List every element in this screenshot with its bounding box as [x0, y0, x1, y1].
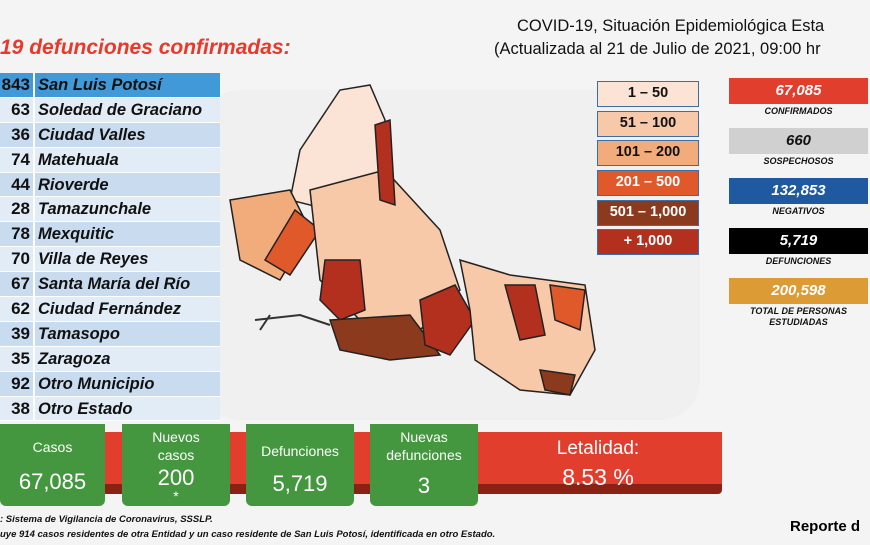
stat-negativos: 132,853 NEGATIVOS — [729, 178, 868, 228]
municipality-name: Santa María del Río — [33, 272, 220, 297]
footnote-note: uye 914 casos residentes de otra Entidad… — [0, 529, 496, 540]
card-deaths-title: Defunciones — [261, 443, 339, 459]
table-row: 92 Otro Municipio — [0, 371, 220, 397]
stat-value: 5,719 — [729, 228, 868, 254]
lethality-title: Letalidad: — [556, 438, 640, 459]
table-row: 78 Mexquitic — [0, 222, 220, 248]
lethality-value: 8.53 % — [562, 464, 634, 490]
death-count: 78 — [0, 222, 33, 247]
table-row: 38 Otro Estado — [0, 396, 220, 422]
report-label: Reporte d — [790, 518, 861, 535]
table-row: 63 Soledad de Graciano — [0, 97, 220, 123]
map-region-matehuala — [374, 118, 396, 207]
card-new-cases-note: * — [173, 488, 179, 504]
stats-panel: 67,085 CONFIRMADOS 660 SOSPECHOSOS 132,853 NE… — [729, 78, 868, 338]
death-count: 39 — [0, 321, 33, 346]
death-count: 28 — [0, 197, 33, 222]
table-row: 843 San Luis Potosí — [0, 73, 220, 98]
legend-item: 1 – 50 — [597, 81, 699, 107]
card-cases-value: 67,085 — [18, 469, 87, 494]
map-legend: 1 – 50 51 – 100 101 – 200 201 – 500 501 – 1,… — [597, 81, 699, 259]
stat-label: DEFUNCIONES — [765, 256, 832, 266]
card-cases-title: Casos — [32, 439, 73, 455]
stat-label: CONFIRMADOS — [764, 106, 833, 116]
stat-defunciones: 5,719 DEFUNCIONES — [729, 228, 868, 278]
table-row: 28 Tamazunchale — [0, 197, 220, 223]
legend-item: 201 – 500 — [597, 170, 699, 197]
death-count: 36 — [0, 122, 33, 147]
card-cases: Casos 67,085 — [0, 424, 105, 506]
card-deaths: Defunciones 5,719 — [246, 424, 354, 506]
municipality-name: Zaragoza — [33, 346, 220, 371]
map-branch — [254, 313, 331, 331]
death-count: 92 — [0, 371, 33, 396]
card-new-cases-value: 200 — [157, 465, 195, 490]
municipality-name: Rioverde — [33, 172, 220, 197]
card-new-deaths-title: Nuevas defunciones — [386, 429, 462, 463]
map-region-rioverde — [419, 284, 476, 356]
legend-item: + 1,000 — [597, 229, 699, 256]
death-count: 70 — [0, 247, 33, 272]
municipality-name: Ciudad Valles — [33, 122, 220, 147]
table-row: 67 Santa María del Río — [0, 272, 220, 298]
card-new-cases-title: Nuevos casos — [152, 429, 200, 463]
map-region-east — [549, 284, 586, 332]
death-count: 38 — [0, 396, 33, 421]
municipality-name: Villa de Reyes — [33, 247, 220, 272]
deaths-heading: 19 defunciones confirmadas: — [0, 36, 291, 59]
title-line-1: COVID-19, Situación Epidemiológica Esta — [517, 17, 825, 35]
lethality: Letalidad: 8.53 % — [480, 438, 716, 491]
municipality-name: Otro Estado — [33, 396, 220, 421]
death-count: 843 — [0, 73, 33, 97]
map-region-slp — [319, 259, 366, 321]
stat-value: 660 — [729, 128, 868, 154]
card-new-deaths-value: 3 — [417, 473, 431, 498]
municipality-name: Ciudad Fernández — [33, 297, 220, 321]
death-count: 74 — [0, 147, 33, 172]
stat-value: 200,598 — [729, 278, 868, 304]
title-line-2: (Actualizada al 21 de Julio de 2021, 09:… — [494, 40, 821, 58]
table-row: 35 Zaragoza — [0, 346, 220, 372]
legend-item: 51 – 100 — [597, 110, 699, 137]
legend-item: 501 – 1,000 — [597, 199, 699, 226]
death-count: 62 — [0, 297, 33, 321]
stat-value: 67,085 — [729, 78, 868, 104]
municipality-name: Tamasopo — [33, 321, 220, 346]
state-map — [229, 84, 596, 396]
card-deaths-value: 5,719 — [272, 471, 328, 496]
municipality-table: 843 San Luis Potosí 63 Soledad de Graciano 3… — [0, 73, 220, 422]
table-row: 70 Villa de Reyes — [0, 247, 220, 273]
footnote-source: : Sistema de Vigilancia de Coronavirus, … — [0, 514, 213, 525]
death-count: 63 — [0, 97, 33, 122]
stat-value: 132,853 — [729, 178, 868, 204]
death-count: 35 — [0, 346, 33, 371]
stat-confirmados: 67,085 CONFIRMADOS — [729, 78, 868, 128]
municipality-name: Matehuala — [33, 147, 220, 172]
municipality-name: Soledad de Graciano — [33, 97, 220, 122]
map-region-south — [328, 314, 442, 361]
death-count: 44 — [0, 172, 33, 197]
table-row: 36 Ciudad Valles — [0, 122, 220, 148]
stat-label: TOTAL DE PERSONAS ESTUDIADAS — [749, 306, 847, 327]
stat-label: NEGATIVOS — [772, 206, 825, 216]
legend-item: 101 – 200 — [597, 140, 699, 167]
municipality-name: Mexquitic — [33, 222, 220, 247]
stat-label: SOSPECHOSOS — [763, 156, 834, 166]
summary-bar — [0, 432, 722, 494]
table-row: 39 Tamasopo — [0, 321, 220, 347]
stat-sospechosos: 660 SOSPECHOSOS — [729, 128, 868, 178]
municipality-name: Tamazunchale — [33, 197, 220, 222]
card-new-cases: Nuevos casos 200 * — [122, 424, 230, 506]
card-new-deaths: Nuevas defunciones 3 — [370, 424, 478, 506]
map-region-valles — [504, 284, 546, 341]
table-row: 62 Ciudad Fernández — [0, 297, 220, 322]
death-count: 67 — [0, 272, 33, 297]
municipality-name: Otro Municipio — [33, 371, 220, 396]
map-region-tamazunchale — [539, 369, 576, 396]
table-row: 74 Matehuala — [0, 147, 220, 173]
table-row: 44 Rioverde — [0, 172, 220, 198]
stat-total: 200,598 TOTAL DE PERSONAS ESTUDIADAS — [729, 278, 868, 338]
municipality-name: San Luis Potosí — [33, 73, 220, 97]
